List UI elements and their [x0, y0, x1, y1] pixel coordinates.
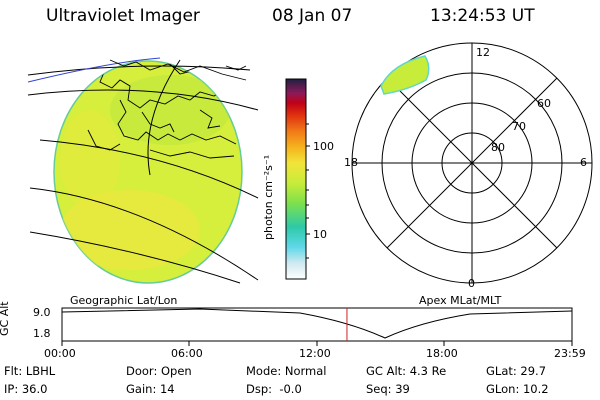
aurora-oval-patch	[380, 55, 430, 95]
time-label: 13:24:53 UT	[430, 6, 535, 26]
coastlines	[87, 61, 237, 159]
terminator-line	[27, 57, 161, 83]
info-mode: Mode: Normal	[246, 364, 327, 378]
info-glat: GLat: 29.7	[486, 364, 547, 378]
mlt-label-12: 12	[476, 46, 490, 59]
colorbar-unit-label: photon cm⁻²s⁻¹	[262, 154, 275, 240]
timeline-ytick-high: 9.0	[33, 306, 51, 319]
colorbar	[285, 78, 307, 280]
colorbar-label-10: 10	[313, 228, 327, 241]
timeline-ylabel: GC Alt	[0, 301, 11, 336]
timeline-xtick-0: 00:00	[44, 347, 76, 360]
map-caption: Geographic Lat/Lon	[70, 294, 178, 307]
timeline-xtick-2: 12:00	[299, 347, 331, 360]
date-label: 08 Jan 07	[272, 6, 353, 26]
mlat-label-60: 60	[537, 97, 551, 110]
colorbar-label-100: 100	[313, 140, 334, 153]
instrument-title: Ultraviolet Imager	[46, 6, 200, 26]
timeline-xtick-3: 18:00	[426, 347, 458, 360]
timeline-xtick-1: 06:00	[171, 347, 203, 360]
polar-plot	[351, 42, 593, 284]
timeline-xtick-4: 23:59	[554, 347, 586, 360]
earth-brightness-speckle	[60, 75, 230, 270]
mlt-label-6: 6	[580, 156, 587, 169]
latlon-grid	[27, 59, 259, 284]
info-filter: Flt: LBHL	[4, 364, 56, 378]
map-outer-coast	[109, 59, 247, 81]
timeline-ytick-low: 1.8	[33, 327, 51, 340]
polar-caption: Apex MLat/MLT	[419, 294, 502, 307]
mlt-label-0: 0	[468, 277, 475, 290]
info-dsp: Dsp: -0.0	[246, 382, 302, 396]
mlat-label-70: 70	[512, 120, 526, 133]
info-door: Door: Open	[126, 364, 192, 378]
info-glon: GLon: 10.2	[486, 382, 549, 396]
timeline-ticks	[61, 341, 573, 346]
info-gain: Gain: 14	[126, 382, 175, 396]
info-gc-alt: GC Alt: 4.3 Re	[366, 364, 447, 378]
info-seq: Seq: 39	[366, 382, 410, 396]
mlt-label-18: 18	[344, 156, 358, 169]
mlat-label-80: 80	[491, 141, 505, 154]
altitude-curve	[61, 308, 573, 339]
info-ip: IP: 36.0	[4, 382, 48, 396]
